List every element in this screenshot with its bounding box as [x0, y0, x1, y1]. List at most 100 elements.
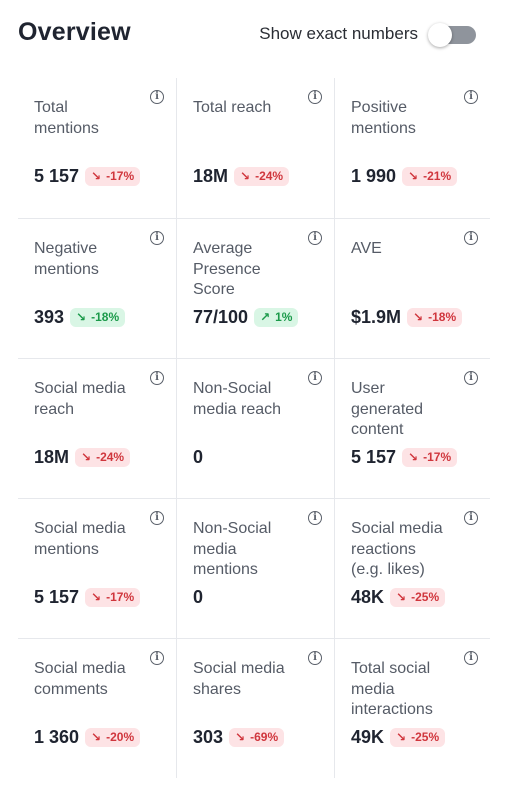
change-value: -25% [411, 590, 440, 604]
metric-card: Average Presence Score i 77/100 ↗ 1% [176, 218, 334, 358]
change-badge: ↘ -25% [390, 587, 446, 607]
info-icon[interactable]: i [308, 511, 322, 525]
metric-card: Non-Social media reach i 0 [176, 358, 334, 498]
info-icon[interactable]: i [308, 651, 322, 665]
metric-label: Total reach [193, 99, 272, 116]
info-icon[interactable]: i [464, 371, 478, 385]
change-badge: ↘ -25% [390, 727, 446, 747]
change-badge: ↘ -18% [407, 307, 463, 327]
change-badge: ↗ 1% [254, 307, 299, 327]
trend-up-icon: ↗ [260, 310, 271, 324]
metric-card: Non-Social media mentions i 0 [176, 498, 334, 638]
exact-numbers-label: Show exact numbers [259, 24, 418, 43]
metric-value: 393 [34, 306, 65, 327]
metric-label: User generated content [351, 380, 424, 438]
change-value: -17% [106, 590, 135, 604]
metric-value-row: 1 990 ↘ -21% [351, 165, 458, 187]
metric-value: 5 157 [34, 165, 80, 186]
trend-up-icon: ↘ [76, 310, 87, 324]
info-icon[interactable]: i [464, 231, 478, 245]
trend-down-icon: ↘ [408, 169, 419, 183]
metric-value-row: 5 157 ↘ -17% [351, 446, 458, 468]
info-icon[interactable]: i [150, 511, 164, 525]
change-value: -20% [106, 730, 135, 744]
metric-value: 1 360 [34, 726, 80, 747]
metric-value-row: 303 ↘ -69% [193, 726, 285, 748]
metric-value-row: 49K ↘ -25% [351, 726, 446, 748]
metric-card: User generated content i 5 157 ↘ -17% [334, 358, 490, 498]
change-value: -17% [423, 450, 452, 464]
change-value: -21% [423, 169, 452, 183]
metric-card: Social media reactions (e.g. likes) i 48K ↘… [334, 498, 490, 638]
metric-card: Social media shares i 303 ↘ -69% [176, 638, 334, 778]
metric-card: Total mentions i 5 157 ↘ -17% [18, 78, 176, 218]
trend-down-icon: ↘ [91, 590, 102, 604]
change-badge: ↘ -69% [229, 727, 285, 747]
change-value: -24% [255, 169, 284, 183]
change-badge: ↘ -24% [75, 447, 131, 467]
info-icon[interactable]: i [150, 231, 164, 245]
page-title: Overview [18, 18, 131, 46]
metric-label: Social media shares [193, 660, 285, 698]
metric-card: Total reach i 18M ↘ -24% [176, 78, 334, 218]
metric-label: Average Presence Score [193, 240, 261, 298]
info-icon[interactable]: i [308, 371, 322, 385]
metric-label: Total mentions [34, 99, 99, 137]
metric-value: $1.9M [351, 306, 402, 327]
trend-down-icon: ↘ [240, 169, 251, 183]
metric-label: Non-Social media mentions [193, 520, 272, 578]
metric-card: Social media mentions i 5 157 ↘ -17% [18, 498, 176, 638]
info-icon[interactable]: i [308, 231, 322, 245]
metric-card: AVE i $1.9M ↘ -18% [334, 218, 490, 358]
metric-value-row: 18M ↘ -24% [193, 165, 290, 187]
info-icon[interactable]: i [308, 90, 322, 104]
metric-value-row: 1 360 ↘ -20% [34, 726, 141, 748]
change-badge: ↘ -24% [234, 166, 290, 186]
metric-value-row: 0 [193, 446, 209, 468]
trend-down-icon: ↘ [396, 730, 407, 744]
metric-card: Negative mentions i 393 ↘ -18% [18, 218, 176, 358]
info-icon[interactable]: i [464, 651, 478, 665]
metric-value: 77/100 [193, 306, 249, 327]
metric-label: Negative mentions [34, 240, 99, 278]
metric-label: Social media reactions (e.g. likes) [351, 520, 443, 578]
toggle-knob[interactable] [428, 23, 452, 47]
metric-label: Non-Social media reach [193, 380, 282, 418]
metric-label: Social media mentions [34, 520, 126, 558]
info-icon[interactable]: i [150, 90, 164, 104]
exact-numbers-toggle[interactable] [428, 23, 476, 47]
metric-label: Total social media interactions [351, 660, 433, 718]
metric-card: Total social media interactions i 49K ↘ -25% [334, 638, 490, 778]
metric-value-row: 0 [193, 586, 209, 608]
change-badge: ↘ -21% [402, 166, 458, 186]
trend-down-icon: ↘ [91, 730, 102, 744]
trend-down-icon: ↘ [81, 450, 92, 464]
change-badge: ↘ -17% [402, 447, 458, 467]
metric-card: Social media reach i 18M ↘ -24% [18, 358, 176, 498]
metric-value-row: 5 157 ↘ -17% [34, 586, 141, 608]
metric-card: Positive mentions i 1 990 ↘ -21% [334, 78, 490, 218]
metric-value-row: 48K ↘ -25% [351, 586, 446, 608]
change-value: -18% [91, 310, 120, 324]
metrics-grid: Total mentions i 5 157 ↘ -17% Total reach i 18M… [18, 78, 490, 778]
change-badge: ↘ -20% [85, 727, 141, 747]
metric-card: Social media comments i 1 360 ↘ -20% [18, 638, 176, 778]
metric-value-row: $1.9M ↘ -18% [351, 306, 463, 328]
metric-value: 0 [193, 446, 204, 467]
change-badge: ↘ -17% [85, 166, 141, 186]
metric-value: 49K [351, 726, 385, 747]
info-icon[interactable]: i [150, 371, 164, 385]
trend-down-icon: ↘ [91, 169, 102, 183]
metric-value: 18M [193, 165, 229, 186]
trend-down-icon: ↘ [413, 310, 424, 324]
info-icon[interactable]: i [464, 511, 478, 525]
change-value: -24% [96, 450, 125, 464]
info-icon[interactable]: i [150, 651, 164, 665]
metric-value: 18M [34, 446, 70, 467]
change-value: 1% [275, 310, 293, 324]
change-badge: ↘ -18% [70, 307, 126, 327]
change-badge: ↘ -17% [85, 587, 141, 607]
trend-down-icon: ↘ [235, 730, 246, 744]
metric-value-row: 18M ↘ -24% [34, 446, 131, 468]
info-icon[interactable]: i [464, 90, 478, 104]
